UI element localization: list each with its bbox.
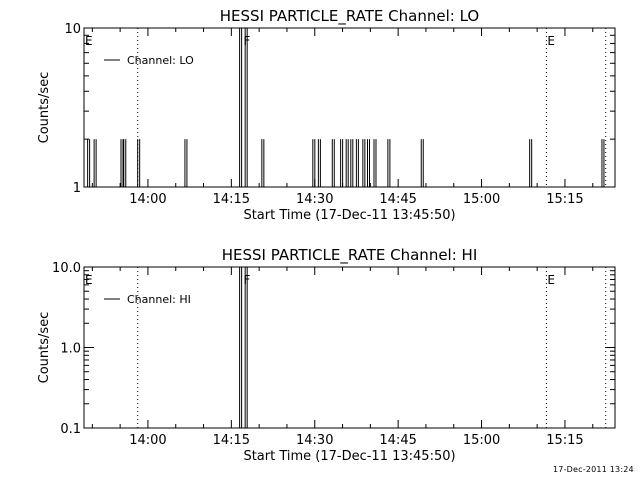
lo-legend-label: Channel: LO — [127, 54, 194, 67]
lo-y-tick-label: 10 — [64, 22, 81, 37]
lo-x-tick-label: 15:15 — [546, 192, 583, 207]
lo-x-tick-label: 14:30 — [296, 192, 333, 207]
hi-legend-label: Channel: HI — [127, 293, 191, 306]
lo-y-axis-label: Counts/sec — [37, 72, 52, 144]
hi-chart-title: HESSI PARTICLE_RATE Channel: HI — [222, 246, 478, 265]
lo-x-tick-label: 14:00 — [129, 192, 166, 207]
hi-x-tick-label: 14:45 — [379, 433, 416, 448]
hi-plot-frame — [83, 266, 616, 429]
plot-timestamp: 17-Dec-2011 13:24 — [553, 465, 634, 474]
lo-y-tick-label: 1 — [73, 181, 81, 196]
lo-chart-title: HESSI PARTICLE_RATE Channel: LO — [220, 7, 479, 26]
hi-x-tick-label: 14:00 — [129, 433, 166, 448]
lo-event-marker: E — [85, 34, 93, 48]
lo-x-tick-label: 15:00 — [463, 192, 500, 207]
hi-event-marker: E — [85, 273, 93, 287]
hi-x-tick-label: 14:30 — [296, 433, 333, 448]
hi-x-axis-label: Start Time (17-Dec-11 13:45:50) — [243, 449, 455, 464]
lo-event-marker: E — [547, 34, 555, 48]
hi-y-tick-label: 1.0 — [60, 342, 81, 357]
hi-x-tick-label: 14:15 — [213, 433, 250, 448]
hi-x-tick-label: 15:00 — [463, 433, 500, 448]
hi-y-axis-label: Counts/sec — [37, 312, 52, 384]
hi-y-tick-label: 0.1 — [60, 422, 81, 437]
hi-x-tick-label: 15:15 — [546, 433, 583, 448]
lo-x-axis-label: Start Time (17-Dec-11 13:45:50) — [243, 208, 455, 223]
lo-x-tick-label: 14:15 — [213, 192, 250, 207]
hi-event-marker: E — [547, 273, 555, 287]
lo-plot-frame — [83, 27, 616, 188]
hi-y-tick-label: 10.0 — [52, 261, 81, 276]
lo-x-tick-label: 14:45 — [379, 192, 416, 207]
